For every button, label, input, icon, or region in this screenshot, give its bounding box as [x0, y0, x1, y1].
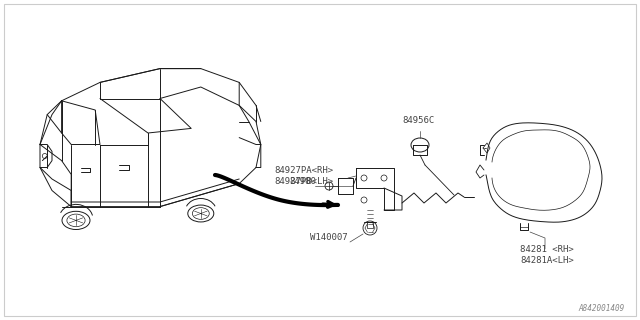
Text: 84927PB<LH>: 84927PB<LH> — [274, 177, 333, 186]
Text: 84281 <RH>: 84281 <RH> — [520, 245, 573, 254]
Text: 84956C: 84956C — [402, 116, 435, 125]
Text: 84927PA<RH>: 84927PA<RH> — [274, 166, 333, 175]
Text: 84980: 84980 — [289, 177, 316, 186]
Text: W140007: W140007 — [310, 233, 348, 242]
Text: 84281A<LH>: 84281A<LH> — [520, 256, 573, 265]
Text: A842001409: A842001409 — [579, 304, 625, 313]
